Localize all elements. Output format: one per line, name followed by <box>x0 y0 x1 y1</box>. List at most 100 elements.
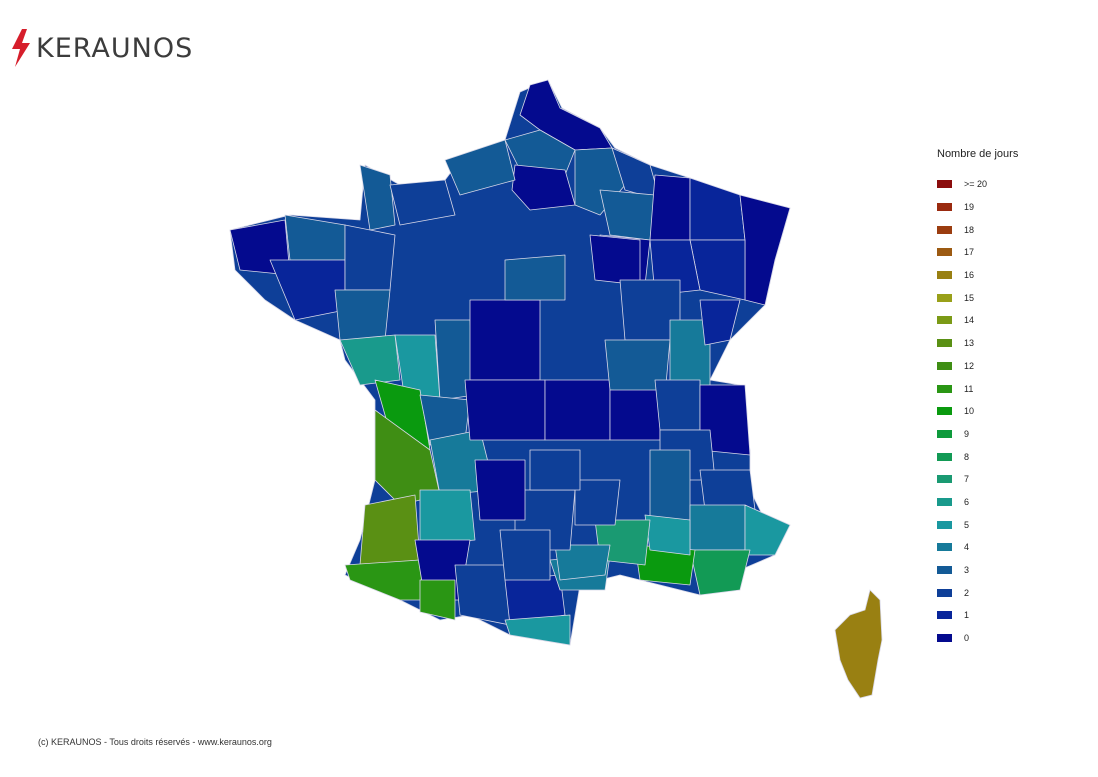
region-drome <box>649 449 691 521</box>
region-landes <box>359 494 421 566</box>
legend-label: 5 <box>964 519 970 530</box>
region-lot-garonne <box>419 489 476 546</box>
region-centre-2 <box>464 379 546 441</box>
region-vendee <box>339 334 401 386</box>
legend-item: 16 <box>937 264 1077 287</box>
legend-swatch <box>937 452 952 461</box>
legend-title: Nombre de jours <box>937 148 1019 160</box>
region-htes-alpes <box>699 469 756 511</box>
legend-item: 9 <box>937 423 1077 446</box>
region-pyr-atl <box>344 559 426 601</box>
legend-label: 6 <box>964 496 970 507</box>
region-tarn <box>499 529 551 581</box>
legend-swatch <box>937 248 952 257</box>
region-alsace <box>739 194 791 306</box>
legend-swatch <box>937 588 952 597</box>
legend-label: 3 <box>964 565 970 576</box>
region-yonne <box>589 234 641 286</box>
region-alpes-maritimes <box>744 504 791 556</box>
corsica <box>834 589 883 699</box>
legend-item: 19 <box>937 196 1077 219</box>
legend-item: 12 <box>937 355 1077 378</box>
legend-item: 15 <box>937 286 1077 309</box>
legend-swatch <box>937 497 952 506</box>
legend-swatch <box>937 225 952 234</box>
legend-item: 17 <box>937 241 1077 264</box>
legend-swatch <box>937 271 952 280</box>
region-vaucluse <box>644 514 691 556</box>
legend-label: 0 <box>964 633 970 644</box>
region-rhone <box>654 379 701 431</box>
region-moselle <box>689 177 746 241</box>
region-htes-pyr <box>419 579 456 621</box>
legend-item: 1 <box>937 604 1077 627</box>
region-somme <box>511 164 576 211</box>
region-manche <box>359 164 396 231</box>
brand-name: KERAUNOS <box>36 32 194 64</box>
legend-label: 1 <box>964 610 970 621</box>
legend-swatch <box>937 520 952 529</box>
legend-swatch <box>937 407 952 416</box>
legend-swatch <box>937 384 952 393</box>
copyright: (c) KERAUNOS - Tous droits réservés - ww… <box>38 737 272 747</box>
legend-label: 4 <box>964 542 970 553</box>
legend-item: 18 <box>937 218 1077 241</box>
region-calvados <box>389 179 456 226</box>
legend-item: 0 <box>937 627 1077 650</box>
region-alpes-htes-prov <box>689 504 746 551</box>
legend-swatch <box>937 611 952 620</box>
legend-label: 18 <box>964 224 975 235</box>
legend-label: 10 <box>964 406 975 417</box>
region-allier <box>609 389 661 441</box>
legend-item: 2 <box>937 581 1077 604</box>
legend-item: 3 <box>937 559 1077 582</box>
region-hte-garonne <box>454 564 511 626</box>
legend-items: >= 20 19 18 17 16 15 14 13 12 11 10 9 8 7 6 5 4 3 2 1 0 <box>937 173 1077 649</box>
region-lozere <box>574 479 621 526</box>
legend-item: 6 <box>937 491 1077 514</box>
legend-label: 16 <box>964 270 975 281</box>
legend-label: 14 <box>964 315 975 326</box>
keraunos-logo: KERAUNOS <box>10 28 193 68</box>
region-doubs <box>699 299 741 346</box>
legend-swatch <box>937 361 952 370</box>
legend-item: 7 <box>937 468 1077 491</box>
legend-item: 8 <box>937 445 1077 468</box>
legend-label: 7 <box>964 474 970 485</box>
legend-item: >= 20 <box>937 173 1077 196</box>
legend-label: 11 <box>964 383 974 394</box>
legend-label: 9 <box>964 428 970 439</box>
legend-item: 10 <box>937 400 1077 423</box>
region-seine-maritime <box>444 139 516 196</box>
legend-swatch <box>937 634 952 643</box>
legend-label: 8 <box>964 451 970 462</box>
legend-label: 19 <box>964 202 975 213</box>
legend-label: 2 <box>964 587 970 598</box>
legend-item: 11 <box>937 377 1077 400</box>
legend-label: 12 <box>964 360 975 371</box>
region-var <box>689 549 751 596</box>
legend-swatch <box>937 566 952 575</box>
legend-swatch <box>937 203 952 212</box>
region-centre-1 <box>469 299 541 381</box>
region-loiret <box>504 254 566 301</box>
region-savoie <box>699 384 751 456</box>
legend-swatch <box>937 543 952 552</box>
region-cantal <box>529 449 581 491</box>
region-pyr-orientales <box>504 614 571 646</box>
lightning-bolt-icon <box>12 29 30 67</box>
region-centre-3 <box>544 379 611 441</box>
legend-item: 14 <box>937 309 1077 332</box>
legend-item: 5 <box>937 513 1077 536</box>
legend: Nombre de jours >= 20 19 18 17 16 15 14 13 12 11 1… <box>937 148 1077 649</box>
legend-swatch <box>937 293 952 302</box>
legend-label: >= 20 <box>964 179 988 190</box>
legend-swatch <box>937 475 952 484</box>
legend-swatch <box>937 180 952 189</box>
legend-swatch <box>937 339 952 348</box>
region-loire-atl <box>334 289 391 341</box>
legend-swatch <box>937 429 952 438</box>
region-meuse <box>649 174 691 241</box>
legend-item: 4 <box>937 536 1077 559</box>
